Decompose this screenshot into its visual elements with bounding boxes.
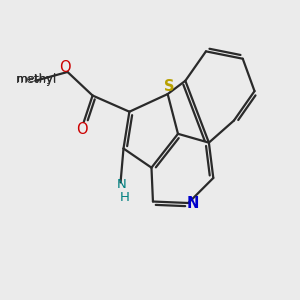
Text: N: N — [187, 196, 199, 211]
Text: O: O — [76, 122, 88, 137]
Text: N: N — [116, 178, 126, 191]
Text: O: O — [59, 60, 70, 75]
Text: methyl: methyl — [16, 73, 57, 86]
Text: H: H — [120, 191, 130, 204]
Text: methyl: methyl — [17, 74, 56, 84]
Text: S: S — [164, 79, 174, 94]
